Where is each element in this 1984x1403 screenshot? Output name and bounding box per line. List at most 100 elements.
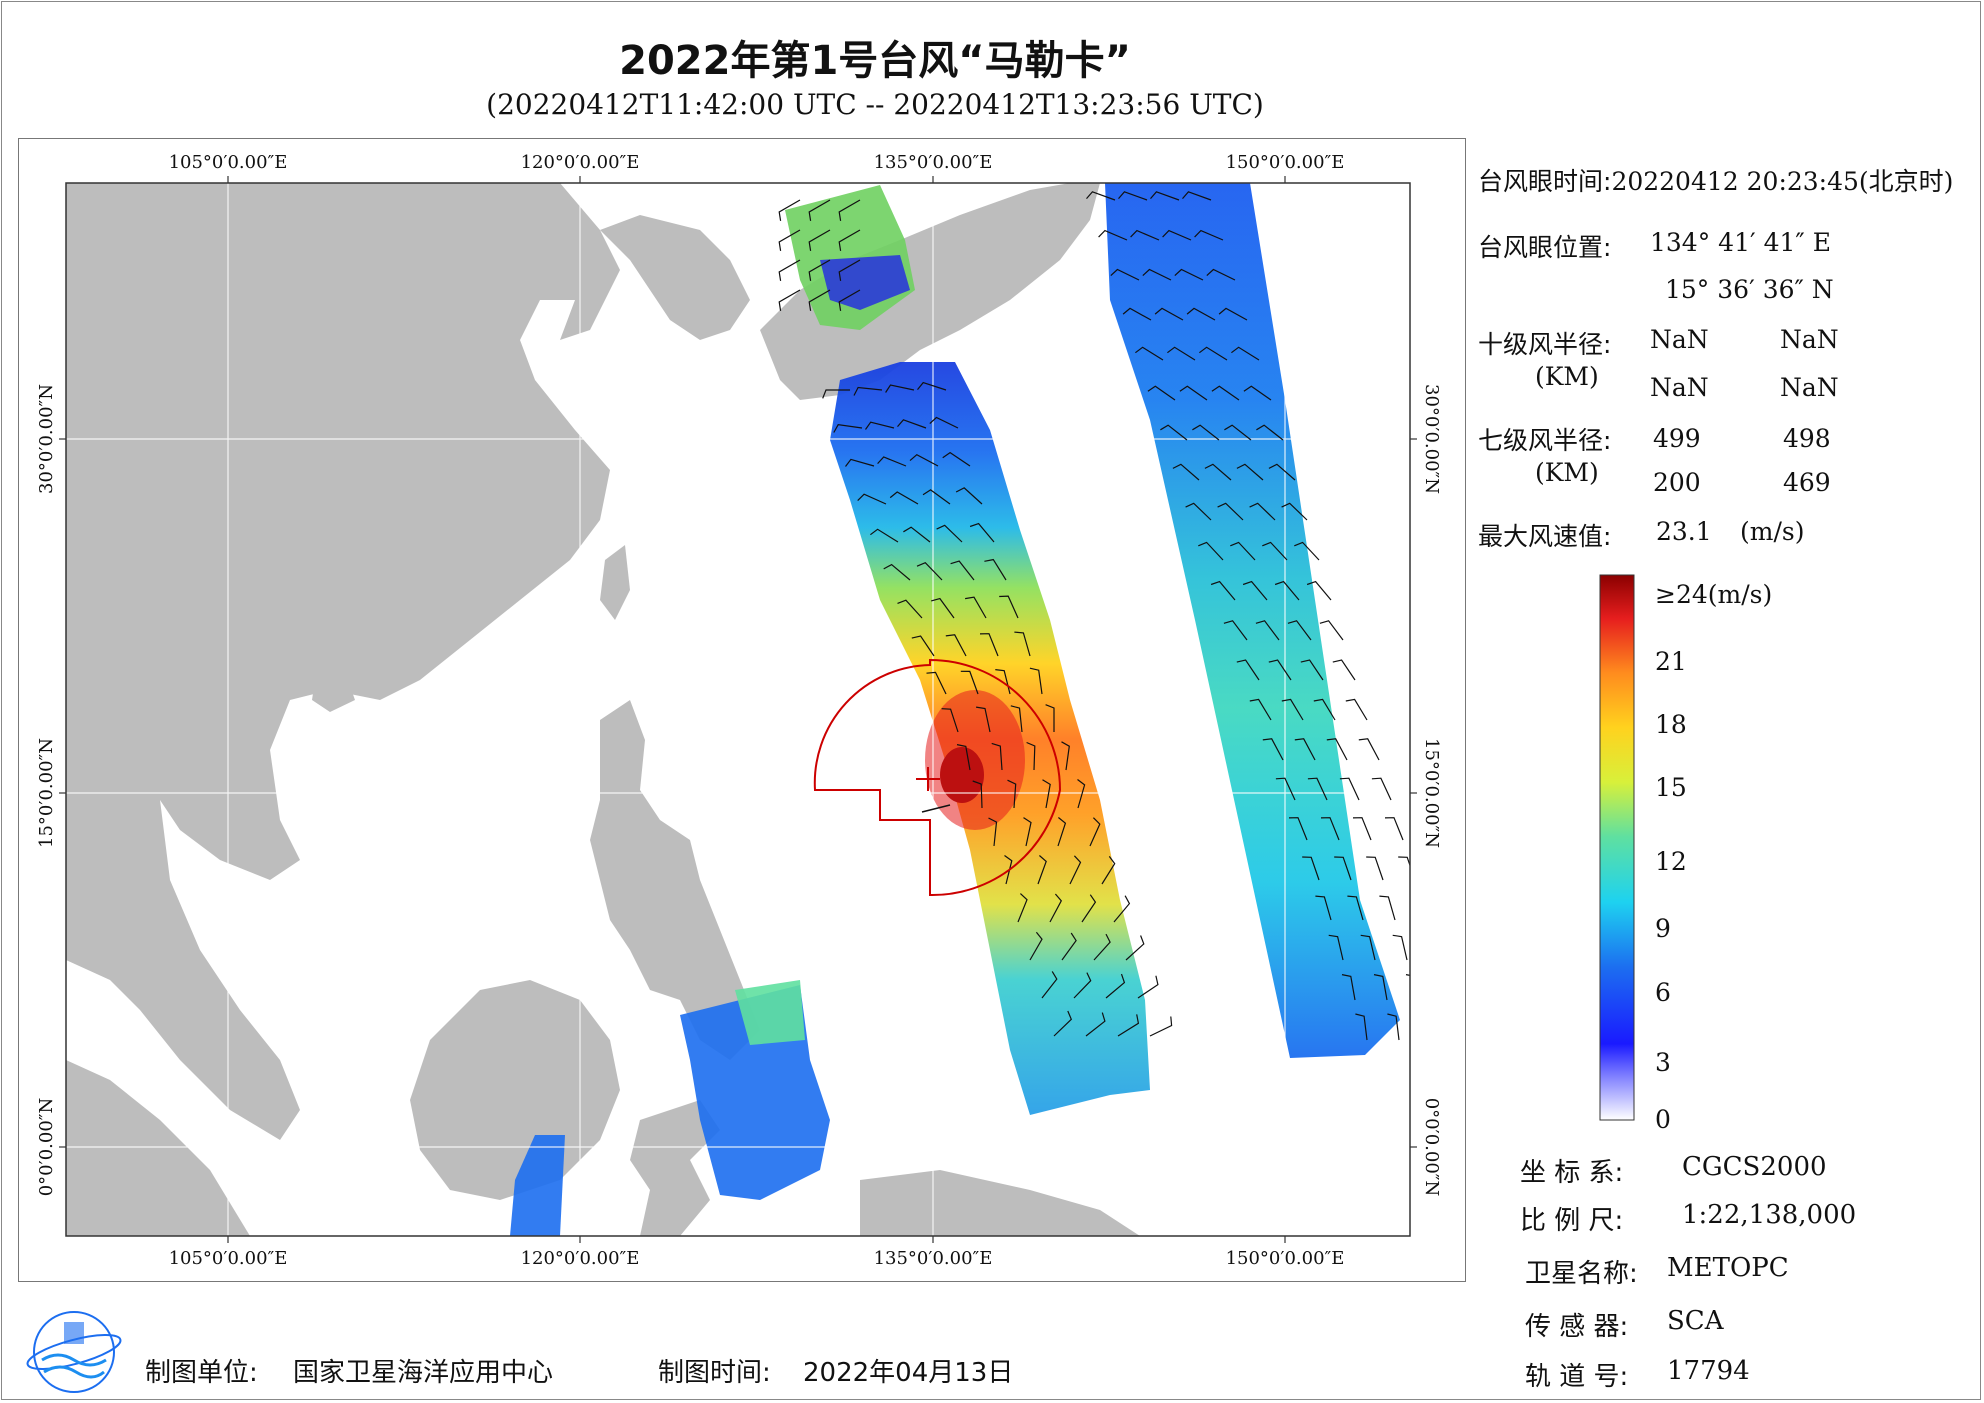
lon-label-bottom-150: 150°0′0.00″E — [1226, 1248, 1345, 1269]
wind-barb — [1185, 502, 1212, 521]
wind-barb — [1137, 975, 1159, 999]
wind-barb — [988, 817, 998, 847]
wind-barb — [1217, 502, 1244, 521]
colorbar-label-6: 6 — [1655, 978, 1671, 1007]
land-japan — [760, 183, 1100, 400]
wind-barb — [1118, 191, 1148, 201]
wind-barb — [1319, 620, 1344, 641]
wind-barb — [1438, 975, 1451, 1000]
wind-barb — [1243, 385, 1272, 401]
wind-barb — [1387, 1013, 1400, 1041]
wind-barb — [1162, 229, 1192, 241]
wind-barb — [1268, 659, 1292, 681]
wind-barb — [1186, 307, 1216, 321]
wind-barb — [1117, 1014, 1140, 1037]
sensor-label: 传 感 器: — [1525, 1312, 1629, 1342]
wind-barbs — [778, 191, 1451, 1041]
r7-nw: 469 — [1783, 468, 1831, 497]
wind-barb — [1037, 855, 1047, 885]
wind-barb — [1026, 741, 1036, 771]
map-ticks — [59, 176, 1417, 1243]
wind-swath-east — [1105, 183, 1400, 1058]
wind-barb — [1122, 307, 1152, 321]
wind-barb — [1142, 268, 1172, 281]
lat-label-right-30: 30°0′0.00″N — [1421, 384, 1442, 494]
wind-barb — [778, 259, 801, 281]
wind-barb — [1366, 856, 1384, 881]
crs-label: 坐 标 系: — [1520, 1158, 1624, 1188]
wind-barb — [778, 199, 801, 221]
wind-barb — [1192, 424, 1220, 441]
land-borneo — [410, 980, 620, 1200]
wind-barb — [1300, 659, 1324, 681]
orbit-label: 轨 道 号: — [1525, 1362, 1629, 1392]
wind-barb — [984, 558, 1007, 581]
wind-barb — [1206, 268, 1236, 281]
wind-barb — [956, 744, 971, 771]
wind-barb — [1023, 817, 1032, 847]
colorbar-label-24: ≥24(m/s) — [1655, 580, 1773, 609]
wind-barb — [922, 489, 951, 505]
wind-barb — [1224, 424, 1252, 441]
wind-barb — [1347, 895, 1364, 921]
wind-barb — [1328, 934, 1344, 961]
wind-barb — [845, 458, 875, 467]
colorbar-label-0: 0 — [1655, 1105, 1671, 1134]
scale-label: 比 例 尺: — [1520, 1206, 1624, 1236]
wind-barb — [838, 259, 861, 281]
wind-barb — [808, 199, 831, 221]
wind-barb — [909, 453, 939, 467]
wind-barb — [1352, 817, 1372, 841]
wind-barb — [1057, 817, 1067, 847]
orbit-value: 17794 — [1667, 1356, 1750, 1386]
wind-barb — [833, 424, 863, 433]
wind-barb — [1014, 631, 1031, 657]
typhoon-inner — [925, 690, 1025, 830]
land-taiwan — [600, 545, 630, 620]
eye-lon: 134° 41′ 41″ E — [1650, 228, 1831, 257]
wind-radius-r7 — [813, 658, 1062, 897]
wind-barb — [838, 229, 861, 251]
wind-barb — [1182, 191, 1212, 201]
lon-label-top-150: 150°0′0.00″E — [1226, 152, 1345, 173]
wind-barb — [822, 389, 850, 399]
r7-label: 七级风半径: — [1478, 426, 1612, 455]
r10-se: NaN — [1780, 325, 1839, 354]
wind-barb — [1307, 777, 1328, 801]
r7-unit: (KM) — [1535, 458, 1599, 487]
wind-barb — [1130, 229, 1160, 241]
wind-barb — [897, 599, 923, 619]
wind-barb — [1135, 346, 1164, 361]
wind-barb — [778, 289, 801, 311]
footer-org-value: 国家卫星海洋应用中心 — [293, 1358, 554, 1388]
wind-barb — [976, 706, 991, 733]
wind-barb — [1326, 738, 1348, 761]
colorbar-label-15: 15 — [1655, 773, 1687, 802]
wind-barb — [1425, 935, 1439, 960]
wind-barb — [1017, 893, 1028, 923]
wind-barb — [808, 289, 831, 311]
wind-barb — [916, 561, 943, 581]
wind-barb — [969, 522, 995, 543]
wind-barb — [941, 708, 959, 733]
lon-label-top-120: 120°0′0.00″E — [521, 152, 640, 173]
r10-label: 十级风半径: — [1478, 330, 1612, 359]
wind-barb — [1073, 972, 1092, 999]
wind-barb — [1218, 307, 1248, 321]
wind-barb — [1231, 346, 1260, 361]
wind-barb — [1334, 856, 1352, 881]
eye-pos-label: 台风眼位置: — [1478, 233, 1612, 262]
wind-barb — [1249, 698, 1272, 721]
wind-barb — [1086, 191, 1116, 201]
wind-barb — [1154, 307, 1184, 321]
wind-barb — [1204, 463, 1232, 481]
wind-barb — [950, 560, 975, 581]
wind-barb — [929, 416, 959, 429]
colorbar — [1599, 574, 1635, 1121]
wind-barb — [1275, 777, 1296, 801]
wind-barb — [991, 742, 1003, 771]
wind-barb — [1419, 1014, 1431, 1040]
land-mainland — [66, 183, 620, 1140]
wind-barb — [1313, 698, 1336, 721]
graticule — [66, 183, 1410, 1236]
